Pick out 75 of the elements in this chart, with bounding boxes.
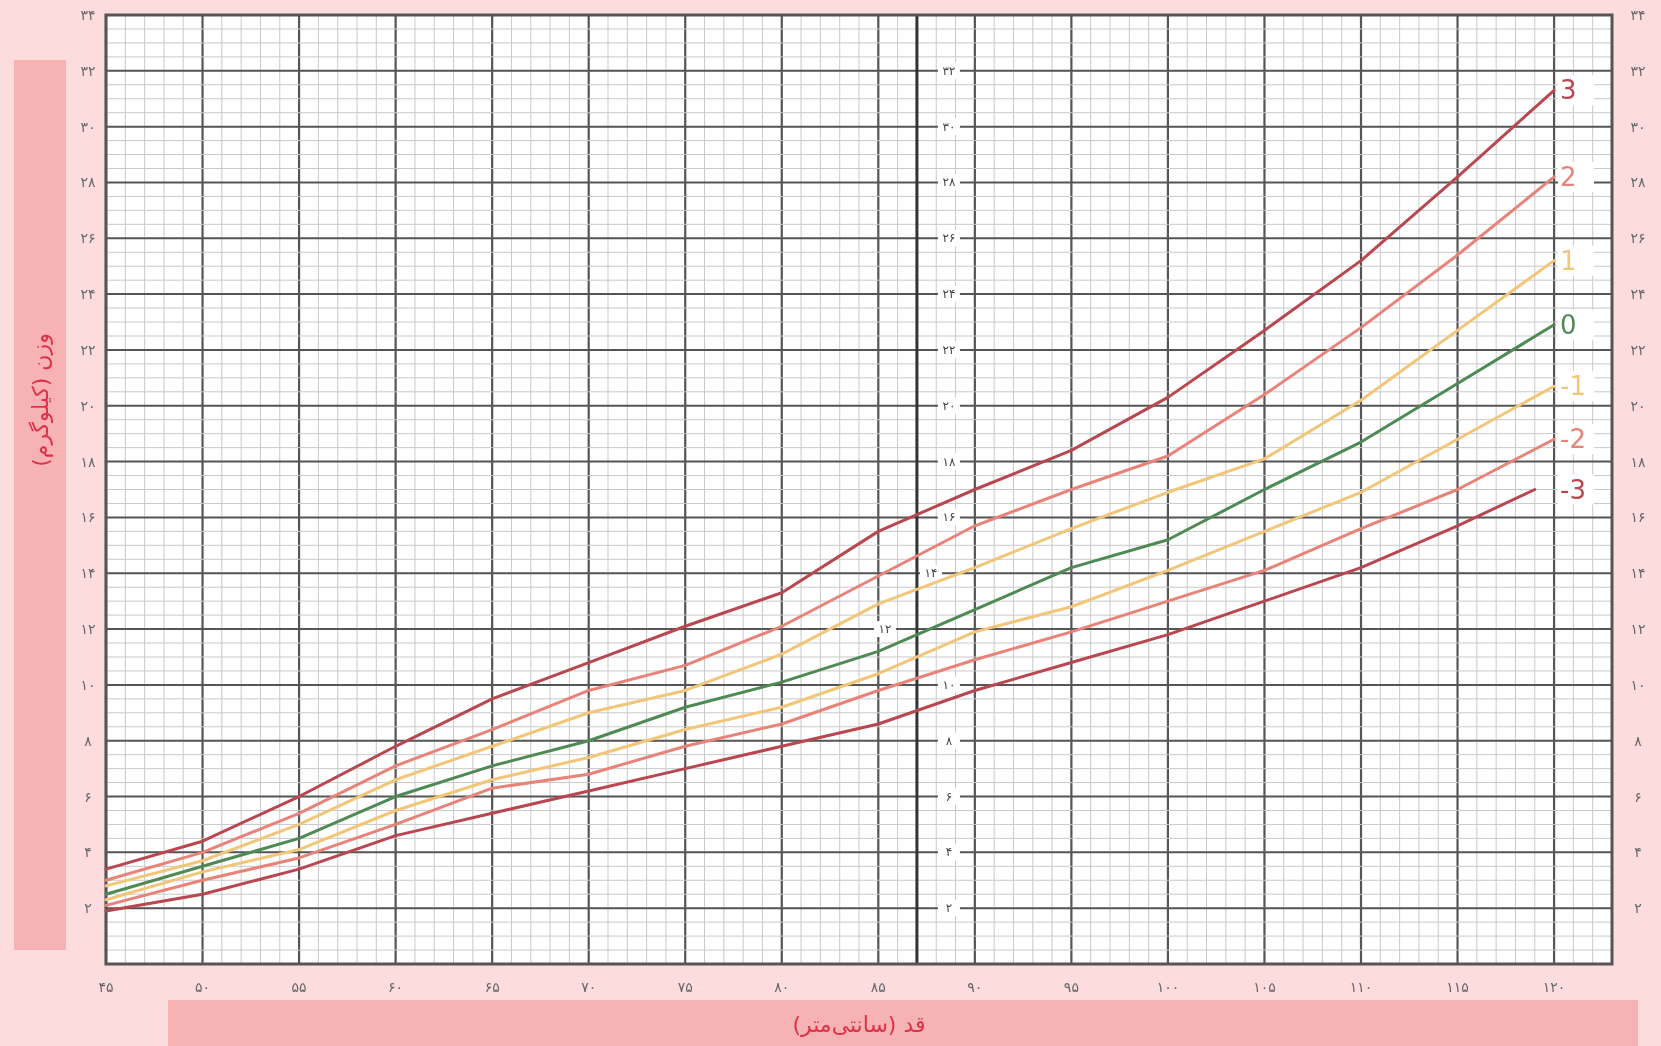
- y2-tick-label: ۳۰: [1630, 118, 1646, 135]
- y-tick-label: ۲۴: [80, 286, 96, 303]
- y-tick-label: ۲۶: [80, 230, 96, 247]
- y2-tick-label: ۲: [1634, 900, 1642, 917]
- x-tick-label: ۱۰۵: [1253, 979, 1276, 995]
- y2-tick-label: ۱۴: [1630, 565, 1646, 582]
- y2-tick-label: ۳۴: [1630, 7, 1646, 23]
- x-tick-label: ۸۵: [870, 979, 886, 995]
- x-tick-label: ۹۰: [967, 979, 983, 995]
- text: ۳۰: [942, 119, 956, 134]
- x-tick-label: ۹۵: [1063, 979, 1079, 995]
- y2-tick-label: ۱۲: [1630, 621, 1646, 638]
- x-tick-label: ۵۵: [291, 979, 307, 995]
- series-label: 2: [1560, 161, 1577, 192]
- y2-tick-label: ۴: [1634, 844, 1642, 861]
- y2-tick-label: ۱۸: [1630, 453, 1646, 470]
- y-tick-label: ۱۶: [80, 509, 96, 526]
- y2-tick-label: ۲۰: [1630, 397, 1646, 414]
- y-tick-label: ۸: [84, 732, 93, 749]
- x-tick-label: ۶۰: [388, 979, 404, 995]
- y-tick-label: ۲۲: [80, 341, 96, 358]
- text: ۱۶: [942, 510, 956, 525]
- y-tick-label: ۲۰: [80, 397, 96, 414]
- series-label: -3: [1560, 474, 1586, 505]
- series-label: 3: [1560, 75, 1577, 106]
- x-tick-label: ۸۰: [774, 979, 790, 995]
- x-tick-label: ۷۵: [677, 979, 693, 995]
- y-tick-label: ۴: [84, 844, 92, 861]
- series-label: 0: [1560, 309, 1577, 340]
- y2-tick-label: ۲۸: [1630, 174, 1646, 191]
- y2-tick-label: ۲۲: [1630, 341, 1646, 358]
- x-tick-label: ۱۱۵: [1446, 979, 1469, 995]
- y2-tick-label: ۱۰: [1630, 676, 1646, 693]
- text: ۱۲: [878, 622, 892, 637]
- y-tick-label: ۶: [84, 788, 92, 805]
- text: ۲۰: [942, 398, 956, 413]
- y-tick-label: ۱۴: [80, 565, 96, 582]
- text: ۲۴: [942, 287, 956, 302]
- x-tick-label: ۱۲۰: [1542, 979, 1566, 995]
- x-tick-label: ۴۵: [98, 979, 114, 995]
- y-tick-label: ۳۴: [80, 7, 96, 23]
- text: ۲۸: [942, 175, 956, 190]
- x-tick-label: ۵۰: [195, 979, 211, 995]
- y2-tick-label: ۲۴: [1630, 286, 1646, 303]
- y-tick-label: ۱۰: [80, 676, 96, 693]
- x-tick-label: ۱۰۰: [1156, 979, 1180, 995]
- y2-tick-label: ۶: [1634, 788, 1642, 805]
- text: ۱۸: [942, 454, 956, 469]
- y-axis-title: وزن (کیلوگرم): [28, 333, 53, 467]
- y-tick-label: ۲۸: [80, 174, 96, 191]
- text: ۲: [945, 901, 953, 916]
- y2-tick-label: ۳۲: [1630, 62, 1646, 79]
- x-axis-title: قد (سانتی‌متر): [792, 1012, 926, 1037]
- text: ۸: [945, 733, 953, 748]
- text: ۱۰: [942, 677, 956, 692]
- x-tick-label: ۶۵: [484, 979, 500, 995]
- y2-tick-label: ۸: [1634, 732, 1643, 749]
- y2-tick-label: ۲۶: [1630, 230, 1646, 247]
- y-tick-label: ۳۲: [80, 62, 96, 79]
- x-tick-label: ۱۱۰: [1349, 979, 1373, 995]
- y-tick-label: ۲: [84, 900, 92, 917]
- y-tick-label: ۱۸: [80, 453, 96, 470]
- text: ۶: [945, 789, 953, 804]
- text: ۲۲: [942, 342, 956, 357]
- y-tick-label: ۱۲: [80, 621, 96, 638]
- text: ۱۴: [924, 566, 938, 581]
- x-tick-label: ۷۰: [581, 979, 597, 995]
- text: ۴: [945, 845, 953, 860]
- y-tick-label: ۳۰: [80, 118, 96, 135]
- series-label: -1: [1560, 371, 1586, 402]
- series-label: 1: [1560, 245, 1577, 276]
- text: ۲۶: [942, 231, 956, 246]
- text: ۳۲: [942, 63, 956, 78]
- series-label: -2: [1560, 424, 1586, 455]
- y2-tick-label: ۱۶: [1630, 509, 1646, 526]
